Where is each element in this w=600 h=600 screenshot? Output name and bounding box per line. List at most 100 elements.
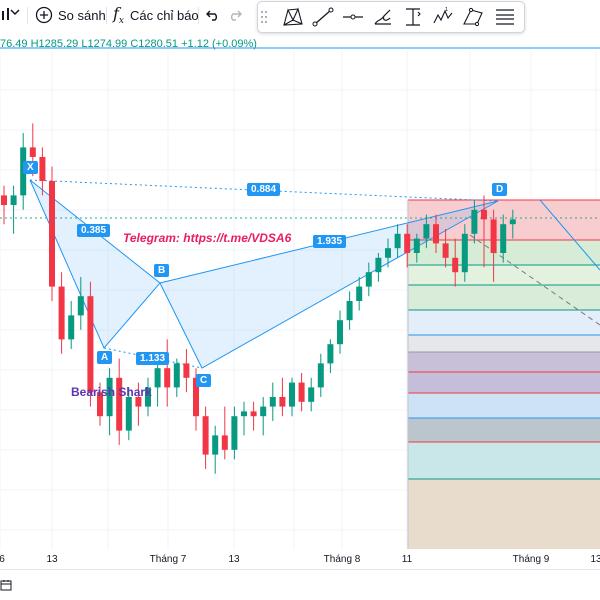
calendar-icon[interactable]	[0, 578, 12, 596]
candle-body	[481, 209, 487, 220]
candle-body	[461, 233, 468, 273]
candle-body	[164, 368, 171, 388]
time-axis-label: 11	[401, 554, 413, 565]
brush-icon[interactable]	[370, 4, 396, 30]
candle-body	[433, 224, 439, 244]
candle-body	[269, 396, 276, 407]
candle-body	[125, 396, 132, 431]
trend-line-icon[interactable]	[310, 4, 336, 30]
candle-body	[87, 296, 94, 393]
bd-ratio-label: 1.935	[313, 235, 347, 248]
candle-body	[317, 363, 324, 388]
candle-body	[375, 257, 382, 273]
candle-body	[365, 272, 372, 287]
telegram-annotation: Telegram: https://t.me/VDSA6	[123, 231, 292, 245]
candle-body	[183, 363, 190, 378]
candle-body	[106, 377, 113, 417]
close-value: C1280.51	[130, 38, 179, 50]
candle-body	[241, 411, 247, 417]
horizontal-line-icon[interactable]	[340, 4, 366, 30]
harmonic-pattern	[0, 179, 600, 369]
svg-text:1: 1	[445, 7, 448, 13]
time-axis-label: Tháng 8	[323, 554, 361, 565]
bottom-divider	[0, 569, 600, 570]
undo-icon[interactable]	[205, 4, 221, 26]
point-d-label: D	[492, 183, 508, 196]
pattern-name-label: Bearish Shark	[71, 385, 152, 399]
toolbar-separator	[198, 7, 199, 24]
candle-body	[49, 180, 55, 287]
candle-body	[385, 248, 391, 258]
candle-body	[413, 238, 420, 253]
candle-body	[39, 156, 46, 181]
indicators-button[interactable]: fx Các chỉ báo	[113, 4, 199, 26]
candle-body	[471, 209, 478, 234]
change-value: +1.12 (+0.09%)	[181, 38, 257, 50]
candle-body	[77, 296, 84, 316]
abcd-pattern-icon[interactable]	[460, 4, 486, 30]
candle-body	[490, 219, 497, 253]
redo-icon[interactable]	[227, 4, 243, 26]
candle-body	[509, 219, 516, 225]
long-position-icon[interactable]	[400, 4, 426, 30]
candle-body	[327, 344, 334, 364]
time-axis-label: 13	[590, 554, 600, 565]
candle-body	[68, 315, 75, 340]
candles	[1, 123, 516, 474]
indicators-label: Các chỉ báo	[130, 7, 199, 23]
candle-body	[423, 224, 430, 239]
candle-body	[394, 233, 401, 249]
candle-body	[356, 286, 363, 301]
low-value: L1274.99	[81, 38, 128, 50]
xabcd-pattern-icon[interactable]	[280, 4, 306, 30]
candle-body	[10, 195, 17, 205]
fib-zones	[407, 199, 600, 549]
candle-body	[97, 392, 103, 417]
fx-icon: fx	[113, 3, 124, 27]
candle-body	[404, 233, 411, 253]
fib-retracement-icon[interactable]	[492, 4, 518, 30]
candle-body	[298, 382, 305, 402]
candle-body	[452, 257, 459, 273]
chart-pane[interactable]	[0, 46, 600, 549]
compare-label: So sánh	[58, 7, 106, 23]
candle-body	[29, 147, 36, 157]
ohlc-legend: 76.49 H1285.29 L1274.99 C1280.51 +1.12 (…	[0, 38, 257, 50]
point-a-label: A	[97, 351, 113, 364]
ac-ratio-label: 1.133	[136, 352, 170, 365]
time-axis-label: 13	[46, 554, 58, 565]
candle-body	[500, 224, 507, 253]
high-value: H1285.29	[30, 38, 79, 50]
time-axis-label: 6	[0, 554, 5, 565]
candle-body	[308, 387, 315, 402]
candle-body	[145, 387, 151, 407]
xd-ratio-label: 0.884	[247, 183, 281, 196]
candle-body	[116, 377, 123, 431]
point-b-label: B	[154, 264, 170, 277]
candle-body	[173, 363, 180, 388]
candle-body	[135, 396, 142, 407]
drag-handle-icon[interactable]	[256, 4, 272, 30]
toolbar-separator	[27, 7, 28, 24]
plus-circle-icon	[35, 6, 53, 24]
candle-body	[58, 286, 65, 340]
toolbar-separator	[106, 7, 107, 24]
candle-body	[346, 300, 353, 321]
candle-body	[337, 320, 343, 345]
elliott-wave-icon[interactable]: 1	[430, 4, 456, 30]
xb-ratio-label: 0.385	[77, 224, 111, 237]
candle-body	[1, 195, 7, 205]
point-x-label: X	[23, 161, 38, 174]
time-axis-label: Tháng 7	[149, 554, 187, 565]
candle-body	[193, 377, 199, 417]
time-axis-label: 13	[228, 554, 240, 565]
chart-settings-icon[interactable]	[0, 4, 22, 26]
candle-body	[289, 382, 295, 407]
candle-body	[250, 411, 257, 417]
candle-body	[442, 243, 449, 258]
candle-body	[202, 416, 209, 455]
candle-body	[231, 416, 238, 450]
compare-button[interactable]: So sánh	[35, 4, 106, 26]
drawing-toolbar: 1	[257, 1, 525, 33]
open-value: 76.49	[0, 38, 28, 50]
